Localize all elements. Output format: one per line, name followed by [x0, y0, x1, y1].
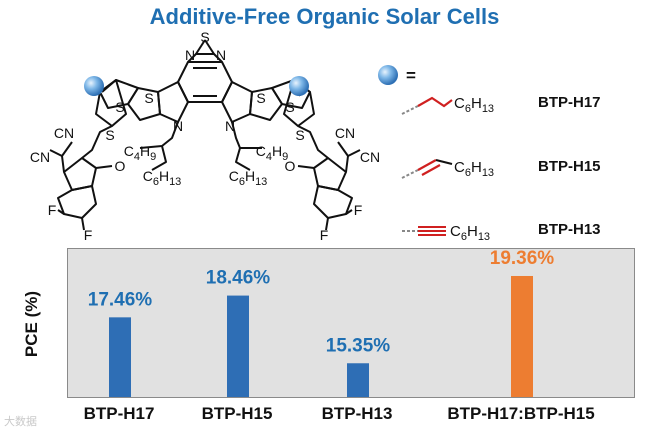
atom-n: N [216, 47, 226, 63]
atom-n: N [173, 118, 183, 134]
bar-btp-h15 [227, 295, 249, 397]
cyano-label: CN [360, 149, 380, 165]
atom-n: N [185, 47, 195, 63]
fluorine-label: F [320, 227, 329, 243]
legend-substituent: C6H13 [454, 95, 494, 115]
bar-chart: 17.46% 18.46% 15.35% 19.36% [88, 249, 555, 397]
category-label: BTP-H17 [83, 404, 155, 423]
atom-s: S [295, 127, 304, 143]
legend-name-btp-h15: BTP-H15 [538, 158, 601, 175]
carbonyl-label: O [115, 158, 126, 174]
alkyl-label-left-lower: C6H13 [143, 168, 182, 188]
fluorine-label: F [354, 202, 363, 218]
side-chain-ball-left [84, 76, 104, 96]
alkyl-label-left-upper: C4H9 [124, 143, 157, 163]
thiadiazole-ring [187, 53, 223, 63]
fluorine-label: F [48, 202, 57, 218]
legend-bond-single [401, 96, 453, 115]
atom-s: S [285, 99, 294, 115]
atom-n: N [225, 118, 235, 134]
legend-name-btp-h17: BTP-H17 [538, 94, 601, 111]
atom-s: S [105, 127, 114, 143]
bar-btp-h13 [347, 363, 369, 397]
category-label: BTP-H17:BTP-H15 [447, 404, 595, 423]
bar-value-label: 18.46% [206, 268, 271, 289]
legend-ball [378, 65, 398, 85]
side-chain-ball-right [289, 76, 309, 96]
legend-bond-triple [402, 226, 446, 236]
atom-s: S [144, 90, 153, 106]
y-axis-label: PCE (%) [22, 290, 41, 358]
atom-s: S [115, 99, 124, 115]
legend-substituent: C6H13 [454, 159, 494, 179]
category-label: BTP-H15 [201, 404, 273, 423]
category-label: BTP-H13 [321, 404, 393, 423]
cyano-label: CN [30, 149, 50, 165]
carbonyl-label: O [285, 158, 296, 174]
legend-substituent: C6H13 [450, 223, 490, 243]
atom-s: S [200, 29, 209, 45]
legend-name-btp-h13: BTP-H13 [538, 221, 601, 238]
legend-equals: = [406, 66, 416, 85]
figure-title: Additive-Free Organic Solar Cells [149, 4, 500, 29]
cyano-label: CN [54, 125, 74, 141]
chart-panel: 17.46% 18.46% 15.35% 19.36% [67, 248, 635, 398]
bar-value-label: 19.36% [490, 249, 555, 269]
molecule-structure: S N N S S S S S S N N CN CN CN CN O O F … [30, 29, 494, 243]
legend-bond-double [401, 159, 453, 179]
alkyl-label-right-lower: C6H13 [229, 168, 268, 188]
alkyl-label-right-upper: C4H9 [256, 143, 289, 163]
bar-value-label: 15.35% [326, 335, 391, 356]
cyano-label: CN [335, 125, 355, 141]
watermark: 大数据 [4, 416, 37, 428]
bar-btp-h17 [109, 317, 131, 397]
bar-btp-h17-btp-h15 [511, 275, 533, 397]
bar-value-label: 17.46% [88, 289, 153, 310]
atom-s: S [256, 90, 265, 106]
fluorine-label: F [84, 227, 93, 243]
